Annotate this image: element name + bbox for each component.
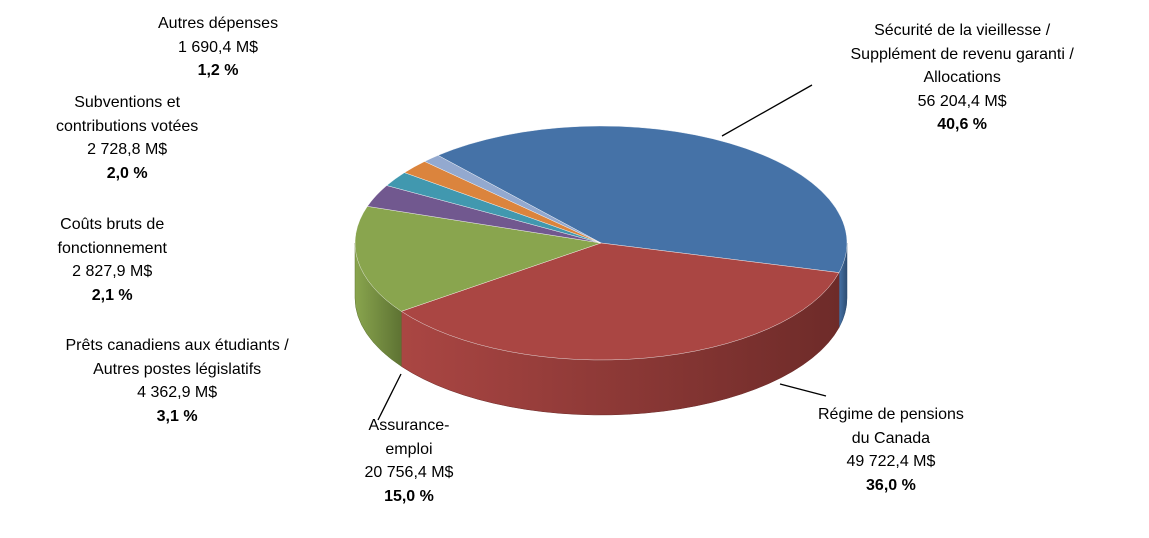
slice-label-amount: 2 728,8 M$ — [87, 141, 168, 158]
slice-label-name-line: contributions votées — [56, 117, 199, 135]
pie-slice-2 — [354, 206, 602, 312]
pie-slice-6 — [424, 155, 602, 244]
pie-slice-0 — [437, 125, 848, 273]
slice-label-amount: 56 204,4 M$ — [917, 92, 1007, 110]
slice-label-percent: 36,0 % — [866, 476, 916, 494]
slice-label-percent: 40,6 % — [937, 116, 988, 133]
slice-label-amount: 4 362,9 M$ — [137, 384, 218, 401]
leader-lines — [377, 84, 827, 421]
slice-label-name-line: Subventions et — [74, 94, 181, 111]
slice-label-name-line: Sécurité de la vieillesse / — [874, 22, 1051, 39]
slice-label-amount: 49 722,4 M$ — [846, 453, 936, 470]
slice-label-1: Régime de pensions du Canada 49 722,4 M$ 36… — [818, 403, 964, 497]
slice-label-3: Prêts canadiens aux étudiants / Autres po… — [66, 334, 289, 428]
pie-slice-1 — [400, 242, 840, 361]
slice-label-percent: 2,0 % — [106, 164, 148, 182]
slice-label-name-line: Assurance- — [368, 417, 450, 434]
slice-label-percent: 1,2 % — [197, 62, 239, 79]
slice-label-percent: 3,1 % — [156, 407, 198, 425]
slice-label-name-line: Coûts bruts de — [60, 216, 165, 233]
slice-label-percent: 2,1 % — [91, 286, 133, 304]
slice-label-2: Assurance-emploi 20 756,4 M$ 15,0 % — [365, 414, 454, 508]
slice-label-name-line: Autres postes législatifs — [93, 360, 262, 378]
slice-label-name-line: Autres dépenses — [158, 15, 279, 32]
leader-line-0 — [721, 84, 813, 137]
pie-top — [354, 125, 848, 361]
slice-label-5: Subventions et contributions votées 2 728,… — [56, 91, 198, 185]
slice-label-4: Coûts bruts de fonctionnement 2 827,9 M$ 2,… — [58, 213, 167, 307]
slice-label-name-line: Prêts canadiens aux étudiants / — [65, 337, 289, 354]
slice-label-0: Sécurité de la vieillesse / Supplément de… — [851, 19, 1074, 137]
slice-label-name-line: Allocations — [923, 69, 1001, 86]
slice-label-name-line: emploi — [385, 440, 433, 458]
slice-label-amount: 1 690,4 M$ — [178, 38, 259, 56]
slice-label-name-line: fonctionnement — [57, 239, 167, 257]
slice-label-6: Autres dépenses 1 690,4 M$ 1,2 % — [158, 12, 278, 83]
slice-label-amount: 20 756,4 M$ — [364, 464, 454, 481]
slice-label-percent: 15,0 % — [384, 487, 434, 505]
leader-line-1 — [779, 383, 827, 397]
slice-label-name-line: Supplément de revenu garanti / — [850, 45, 1074, 63]
slice-label-name-line: du Canada — [851, 429, 931, 447]
leader-line-2 — [377, 373, 402, 421]
slice-label-name-line: Régime de pensions — [818, 406, 964, 423]
slice-label-amount: 2 827,9 M$ — [72, 263, 153, 280]
